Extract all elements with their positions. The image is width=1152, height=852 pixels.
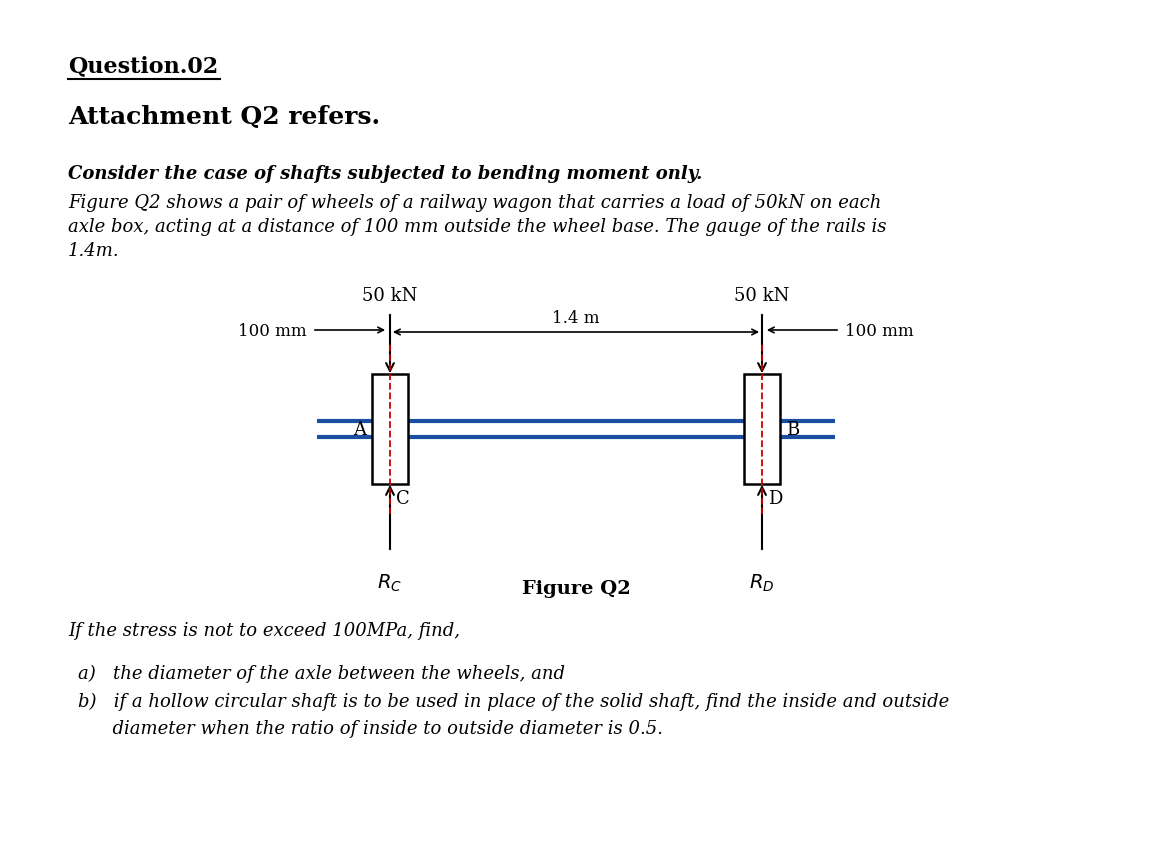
Text: Consider the case of shafts subjected to bending moment only.: Consider the case of shafts subjected to…: [68, 164, 703, 183]
Text: 100 mm: 100 mm: [846, 322, 914, 339]
Text: 100 mm: 100 mm: [238, 322, 306, 339]
Text: 1.4m.: 1.4m.: [68, 242, 120, 260]
Text: $R_D$: $R_D$: [749, 573, 774, 594]
Text: A: A: [353, 421, 366, 439]
Bar: [372, 375, 408, 485]
Text: B: B: [786, 421, 799, 439]
Text: a)   the diameter of the axle between the wheels, and: a) the diameter of the axle between the …: [78, 665, 564, 682]
Text: Question.02: Question.02: [68, 55, 218, 77]
Text: diameter when the ratio of inside to outside diameter is 0.5.: diameter when the ratio of inside to out…: [78, 719, 664, 737]
Text: $R_C$: $R_C$: [378, 573, 402, 594]
Text: C: C: [396, 489, 410, 508]
Text: D: D: [768, 489, 782, 508]
Text: b)   if a hollow circular shaft is to be used in place of the solid shaft, find : b) if a hollow circular shaft is to be u…: [78, 692, 949, 711]
Text: 50 kN: 50 kN: [734, 286, 789, 305]
Text: 50 kN: 50 kN: [363, 286, 418, 305]
Text: axle box, acting at a distance of 100 mm outside the wheel base. The gauge of th: axle box, acting at a distance of 100 mm…: [68, 218, 887, 236]
Text: Figure Q2: Figure Q2: [522, 579, 630, 597]
Text: If the stress is not to exceed 100MPa, find,: If the stress is not to exceed 100MPa, f…: [68, 621, 460, 639]
Bar: [744, 375, 780, 485]
Text: 1.4 m: 1.4 m: [552, 309, 600, 326]
Text: Figure Q2 shows a pair of wheels of a railway wagon that carries a load of 50kN : Figure Q2 shows a pair of wheels of a ra…: [68, 193, 881, 212]
Text: Attachment Q2 refers.: Attachment Q2 refers.: [68, 105, 380, 129]
